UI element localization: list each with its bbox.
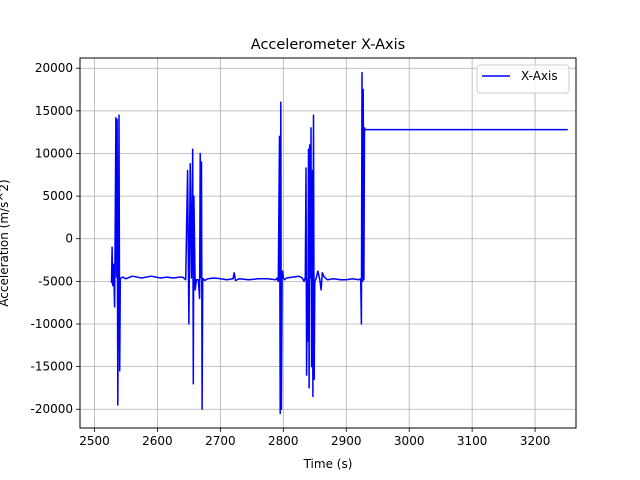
legend-box (476, 64, 570, 94)
x-axis-ticks: 2500 2600 2700 2800 2900 3000 3100 3200 (79, 428, 550, 448)
y-tick-label: 20000 (35, 61, 73, 75)
series-group (110, 71, 568, 415)
y-axis-label: Acceleration (m/s^2) (0, 179, 11, 306)
y-tick-label: 5000 (42, 189, 73, 203)
y-tick-label: -15000 (30, 360, 73, 374)
y-tick-label: -20000 (30, 402, 73, 416)
series-line-x-axis (110, 71, 568, 415)
y-tick-label: 10000 (35, 146, 73, 160)
axes-frame (79, 57, 577, 429)
x-tick-label: 2800 (268, 434, 299, 448)
grid (80, 58, 576, 428)
y-tick-label: 0 (65, 232, 73, 246)
x-tick-label: 2900 (331, 434, 362, 448)
x-tick-label: 3200 (520, 434, 551, 448)
x-tick-label: 2600 (142, 434, 173, 448)
x-axis-label: Time (s) (303, 457, 353, 471)
legend: X-Axis (476, 64, 570, 94)
x-tick-label: 3100 (457, 434, 488, 448)
x-tick-label: 2700 (205, 434, 236, 448)
legend-label-x-axis: X-Axis (521, 69, 558, 83)
y-tick-label: -10000 (30, 317, 73, 331)
y-tick-label: -5000 (38, 274, 73, 288)
y-axis-ticks: -20000 -15000 -10000 -5000 0 5000 10000 15000 20… (30, 61, 80, 416)
chart-title: Accelerometer X-Axis (251, 37, 405, 53)
x-tick-label: 3000 (394, 434, 425, 448)
x-tick-label: 2500 (79, 434, 110, 448)
y-tick-label: 15000 (35, 104, 73, 118)
